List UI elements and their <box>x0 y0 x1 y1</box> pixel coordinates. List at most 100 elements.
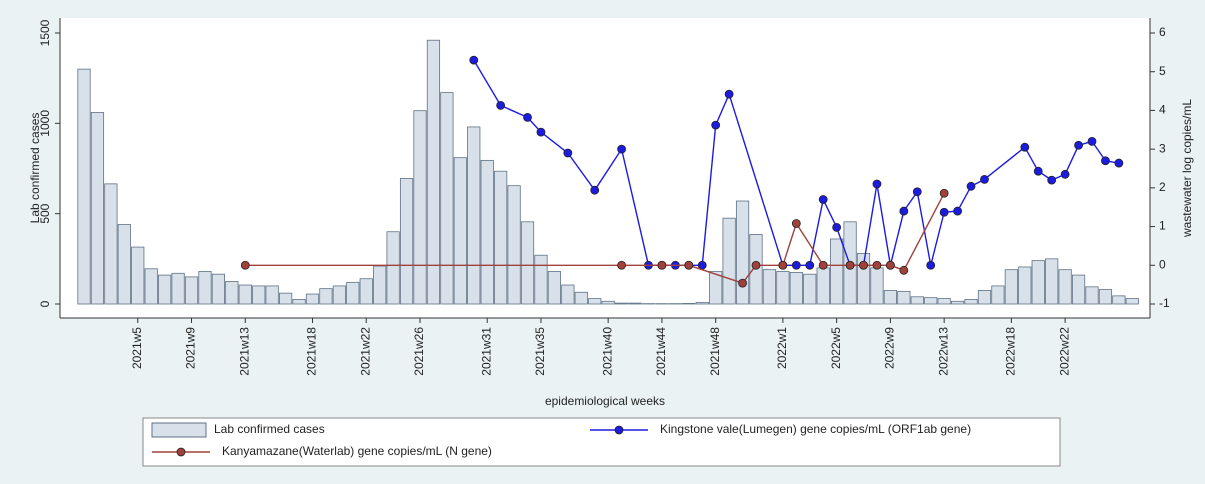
bar <box>131 246 145 305</box>
marker <box>791 260 801 270</box>
marker <box>818 260 828 270</box>
bar <box>601 300 615 305</box>
marker <box>590 185 600 195</box>
bar <box>158 274 172 305</box>
bar <box>278 292 293 305</box>
marker <box>872 260 882 270</box>
x-tick-label: 2022w5 <box>829 327 843 369</box>
bar <box>588 298 602 305</box>
marker <box>738 278 747 288</box>
bar <box>709 271 723 305</box>
marker <box>912 187 922 197</box>
x-tick-label: 2021w44 <box>654 327 668 376</box>
bar <box>1125 298 1139 305</box>
bar <box>494 170 508 305</box>
bar <box>951 300 965 305</box>
bar <box>346 281 360 305</box>
bar <box>1045 258 1059 305</box>
bar <box>695 302 709 305</box>
bar <box>910 296 924 305</box>
bar <box>830 238 844 305</box>
bar <box>803 273 817 305</box>
marker <box>1101 156 1110 166</box>
marker <box>617 144 626 154</box>
marker <box>1074 140 1083 150</box>
bar <box>1004 269 1018 305</box>
marker <box>711 120 721 130</box>
bar <box>507 185 521 305</box>
x-tick-label: 2021w40 <box>600 327 614 376</box>
marker <box>1033 166 1043 176</box>
bar <box>413 110 427 305</box>
marker <box>523 112 532 122</box>
y-tick-label: 1000 <box>38 110 52 137</box>
bar <box>104 183 118 305</box>
x-tick-label: 2021w26 <box>412 327 426 376</box>
y-tick-label: 500 <box>38 203 52 223</box>
y2-tick-label: 3 <box>1159 141 1166 155</box>
line-segment <box>795 223 824 266</box>
bar <box>480 159 494 305</box>
x-tick-label: 2022w18 <box>1004 327 1018 376</box>
line-segment <box>567 152 596 191</box>
bar <box>534 254 548 305</box>
bar <box>897 290 911 305</box>
line-segment <box>835 227 851 266</box>
y2-tick-label: 0 <box>1159 257 1166 271</box>
legend <box>142 417 1061 467</box>
marker <box>832 222 842 232</box>
bar <box>776 271 790 305</box>
x-tick-label: 2021w13 <box>237 327 251 376</box>
bar <box>991 285 1005 305</box>
bar <box>870 267 884 305</box>
line-segment <box>903 192 945 271</box>
bar <box>735 200 750 305</box>
bar <box>117 224 131 305</box>
marker <box>791 219 801 228</box>
marker <box>953 206 962 216</box>
marker <box>778 260 788 270</box>
bar <box>883 290 898 305</box>
bar <box>198 271 212 305</box>
legend-marker <box>176 447 186 457</box>
line-segment <box>822 199 838 228</box>
bar <box>561 284 575 305</box>
marker <box>845 260 855 270</box>
legend-label: Kanyamazane(Waterlab) gene copies/mL (N … <box>222 444 492 458</box>
bar <box>292 299 306 305</box>
marker <box>469 55 479 65</box>
y2-tick-label: 5 <box>1159 64 1166 78</box>
marker <box>563 148 573 158</box>
bar <box>1018 266 1032 305</box>
y-tick-label: 0 <box>38 300 52 307</box>
x-tick-label: 2022w1 <box>775 327 789 369</box>
line-segment <box>782 223 797 266</box>
bar <box>386 231 400 305</box>
x-tick-label: 2022w22 <box>1057 327 1071 376</box>
line-segment <box>500 104 528 119</box>
y2-tick-label: 4 <box>1159 103 1166 117</box>
line-segment <box>715 93 730 126</box>
line-segment <box>1024 146 1039 172</box>
line-segment <box>876 183 892 266</box>
marker <box>657 260 667 270</box>
line-segment <box>688 264 743 284</box>
marker <box>1060 169 1070 179</box>
marker <box>496 100 506 110</box>
line-segment <box>984 146 1026 180</box>
bar <box>1112 295 1126 305</box>
marker <box>724 89 734 99</box>
y2-axis-title: wastewater log copies/mL <box>1180 99 1194 238</box>
bar <box>90 112 105 305</box>
bar <box>977 290 992 305</box>
x-tick-label: 2021w35 <box>533 327 547 376</box>
bar <box>359 278 373 305</box>
bar <box>171 272 185 305</box>
legend-label: Lab confirmed cases <box>214 422 325 436</box>
bar <box>265 285 279 305</box>
line-segment <box>862 183 878 266</box>
line-segment <box>701 125 717 266</box>
marker <box>859 260 868 270</box>
bar <box>77 68 91 305</box>
